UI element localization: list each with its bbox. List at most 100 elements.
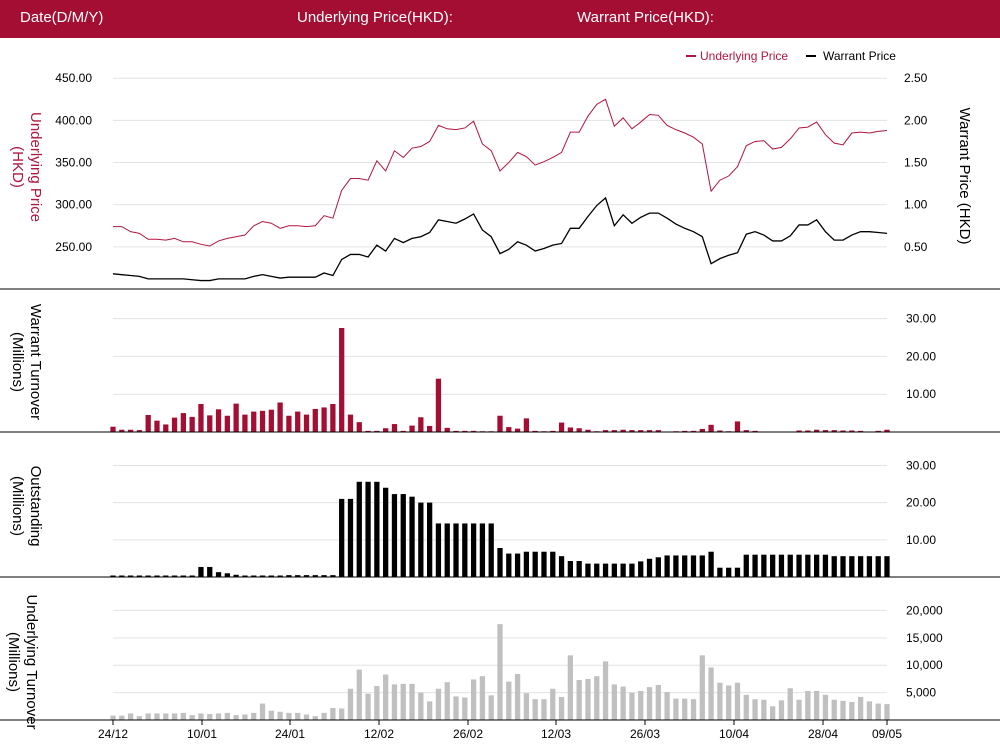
- outstanding-bar: [805, 554, 811, 577]
- warrant-turnover-bar: [171, 417, 178, 432]
- underlying-turnover: 5,000 10,000 15,000 20,000 Underlying Turnov…: [0, 594, 1000, 741]
- warrant-turnover-bar: [585, 429, 591, 432]
- outstanding-bar: [444, 523, 450, 577]
- legend-label-warrant: Warrant Price: [823, 49, 896, 63]
- warrant-turnover-bar: [426, 425, 433, 432]
- x-tick-label: 09/05: [872, 727, 902, 741]
- underlying-turnover-bar: [268, 710, 274, 720]
- underlying-turnover-bar: [638, 690, 644, 720]
- y2-tick-label: 0.50: [904, 240, 928, 254]
- y-tick-label: 30.00: [906, 312, 936, 326]
- underlying-turnover-bar: [778, 700, 785, 720]
- outstanding-bar: [207, 566, 213, 577]
- underlying-turnover-bar: [136, 716, 143, 720]
- warrant-turnover-bar: [717, 430, 723, 432]
- underlying-turnover-bar: [233, 715, 239, 720]
- outstanding-bar: [127, 575, 134, 577]
- outstanding-bar: [497, 547, 503, 577]
- outstanding-bar: [664, 555, 670, 577]
- warrant-turnover-bar: [875, 430, 881, 432]
- warrant-turnover-bar: [690, 430, 697, 432]
- underlying-turnover-bar: [752, 699, 758, 720]
- underlying-turnover-bar: [224, 712, 230, 720]
- underlying-turnover-bar: [198, 713, 204, 720]
- outstanding-bar: [690, 555, 697, 577]
- outstanding-bar: [312, 575, 318, 577]
- outstanding-bar: [558, 556, 565, 577]
- y-tick-label: 10,000: [906, 658, 943, 672]
- underlying-turnover-bar: [866, 701, 873, 720]
- y2-tick-label: 2.50: [904, 71, 928, 85]
- outstanding-bar: [884, 556, 890, 577]
- warrant-turnover-bar: [602, 430, 609, 432]
- legend-label-underlying: Underlying Price: [700, 49, 788, 63]
- outstanding-bar: [321, 575, 327, 577]
- underlying-turnover-bar: [127, 713, 134, 720]
- outstanding-bar: [717, 567, 723, 577]
- underlying-turnover-bar: [831, 699, 837, 720]
- underlying-turnover-bar: [655, 684, 661, 720]
- warrant-turnover-bar: [251, 411, 257, 432]
- underlying-turnover-bar: [391, 684, 398, 720]
- underlying-turnover-bar: [453, 696, 459, 720]
- warrant-turnover-bar: [330, 404, 336, 432]
- warrant-turnover-bar: [207, 415, 213, 432]
- y-tick-label: 20.00: [906, 349, 936, 363]
- outstanding-bar: [295, 575, 301, 577]
- warrant-turnover-bar: [497, 415, 503, 432]
- outstanding-bar: [488, 523, 494, 577]
- underlying-turnover-bar: [708, 667, 714, 720]
- underlying-turnover-bar: [110, 715, 116, 720]
- outstanding-bar: [770, 554, 776, 577]
- outstanding-bar: [514, 553, 521, 577]
- outstanding-bar: [268, 575, 274, 577]
- warrant-turnover-bar: [312, 408, 318, 432]
- y-tick-label: 400.00: [55, 113, 92, 127]
- underlying-turnover-bar: [805, 690, 811, 720]
- underlying-turnover-bar: [251, 712, 257, 720]
- y2-tick-label: 1.00: [904, 198, 928, 212]
- warrant-turnover-bar: [224, 415, 230, 432]
- underlying-turnover-bar: [462, 697, 468, 720]
- underlying-turnover-bar: [717, 682, 723, 720]
- warrant-turnover-bar: [321, 407, 327, 432]
- warrant-turnover-bar: [532, 430, 538, 432]
- warrant-turnover-bar: [655, 430, 661, 432]
- warrant-turnover-bar: [620, 429, 626, 432]
- outstanding-bar: [330, 575, 336, 577]
- underlying-turnover-bar: [673, 698, 679, 720]
- underlying-turnover-bar: [171, 713, 178, 720]
- outstanding-bar: [277, 575, 283, 577]
- warrant-turnover-bar: [805, 430, 811, 432]
- underlying-turnover-bar: [119, 715, 125, 720]
- outstanding-bar: [215, 572, 222, 577]
- y-tick-label: 15,000: [906, 631, 943, 645]
- warrant-turnover-bar: [514, 428, 521, 432]
- warrant-turnover-bar: [409, 425, 415, 432]
- outstanding: 10.00 20.00 30.00 Outstanding(Millions): [0, 458, 1000, 578]
- outstanding-bar: [787, 554, 793, 577]
- outstanding-bar: [629, 563, 635, 577]
- warrant-turnover-bar: [145, 414, 151, 432]
- outstanding-bar: [242, 575, 248, 577]
- underlying-turnover-bar: [813, 690, 820, 720]
- outstanding-bar: [708, 551, 714, 577]
- warrant-turnover-bar: [180, 413, 187, 432]
- underlying-turnover-bar: [339, 708, 345, 720]
- underlying-turnover-bar: [383, 674, 389, 720]
- underlying-turnover-bar: [303, 714, 310, 720]
- outstanding-bar: [594, 563, 600, 577]
- underlying-turnover-bar: [321, 712, 327, 720]
- outstanding-bar: [506, 553, 512, 577]
- underlying-turnover-bar: [409, 683, 415, 720]
- underlying-turnover-bar: [356, 669, 362, 720]
- y-tick-label: 350.00: [55, 156, 92, 170]
- warrant-turnover-bar: [462, 430, 468, 432]
- warrant-turnover-bar: [391, 424, 398, 432]
- warrant-turnover-bar: [796, 430, 802, 432]
- warrant-turnover-bar: [444, 427, 450, 432]
- outstanding-bar: [523, 551, 530, 577]
- x-tick-label: 10/01: [187, 727, 217, 741]
- outstanding-bar: [251, 575, 257, 577]
- warrant-turnover-bar: [259, 410, 266, 432]
